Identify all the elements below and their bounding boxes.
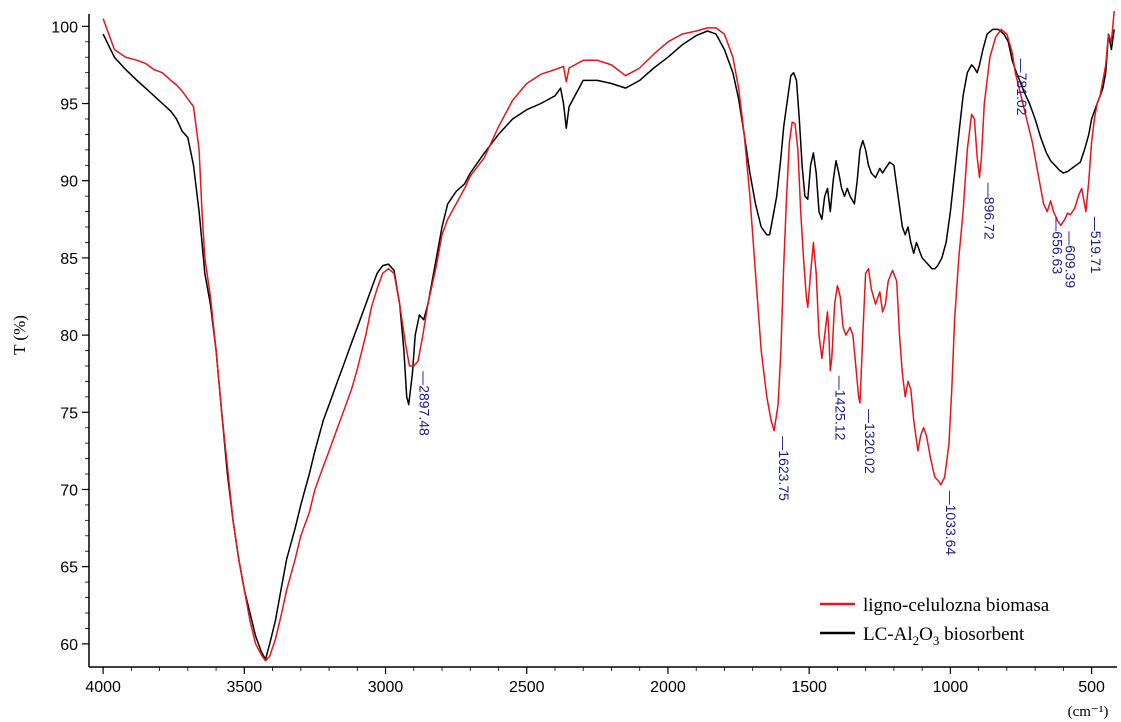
legend: ligno-celulozna biomasa LC-Al2O3 biosorb… (820, 595, 1050, 648)
y-axis-title: T (%) (10, 315, 29, 355)
legend-label-biosorbent-sub1: 2 (913, 633, 920, 648)
legend-label-biomasa: ligno-celulozna biomasa (863, 595, 1050, 616)
y-tick-label: 85 (60, 251, 78, 268)
x-tick-label: 2500 (509, 679, 545, 696)
legend-label-biosorbent-part2: O (919, 624, 933, 645)
peak-label: —1425.12 (832, 376, 848, 441)
x-axis-title: (cm⁻¹) (1068, 704, 1109, 720)
legend-label-biosorbent: LC-Al2O3 biosorbent (863, 624, 1025, 648)
x-tick-label: 1000 (933, 679, 969, 696)
y-tick-label: 80 (60, 328, 78, 345)
y-ticks: 60 65 70 75 80 85 90 95 100 (51, 19, 89, 654)
peak-label: —1320.02 (862, 409, 878, 474)
x-tick-label: 1500 (791, 679, 827, 696)
x-ticks: 4000 3500 3000 2500 2000 1500 1000 500 (85, 667, 1105, 696)
y-tick-label: 65 (60, 560, 78, 577)
x-tick-label: 500 (1078, 679, 1105, 696)
peak-label: —1623.75 (776, 436, 792, 501)
y-tick-label: 100 (51, 19, 78, 36)
peak-label: —1033.64 (943, 491, 959, 556)
axes (88, 14, 1117, 668)
y-tick-label: 60 (60, 637, 78, 654)
x-tick-label: 2000 (650, 679, 686, 696)
peak-annotations: —2897.48 —1623.75 —1425.12 —1320.02 —1033.64… (417, 59, 1105, 556)
y-tick-label: 70 (60, 482, 78, 499)
series-line-biomasa (102, 10, 1115, 662)
peak-label: —896.72 (982, 183, 998, 240)
x-tick-label: 3000 (368, 679, 404, 696)
x-tick-label: 4000 (85, 679, 121, 696)
legend-label-biosorbent-sub2: 3 (933, 633, 940, 648)
peak-label: —519.71 (1088, 217, 1104, 274)
y-tick-label: 75 (60, 405, 78, 422)
peak-label: —781.02 (1014, 59, 1030, 116)
x-tick-label: 3500 (227, 679, 263, 696)
y-tick-label: 95 (60, 97, 78, 114)
legend-label-biosorbent-part1: LC-Al (863, 624, 913, 645)
series-line-biosorbent (102, 28, 1115, 661)
y-tick-label: 90 (60, 174, 78, 191)
series-layer (102, 10, 1115, 662)
peak-label: —656.63 (1049, 217, 1065, 274)
peak-label: —2897.48 (417, 371, 433, 436)
legend-label-biosorbent-part3: biosorbent (939, 624, 1025, 645)
peak-label: —609.39 (1063, 231, 1079, 288)
